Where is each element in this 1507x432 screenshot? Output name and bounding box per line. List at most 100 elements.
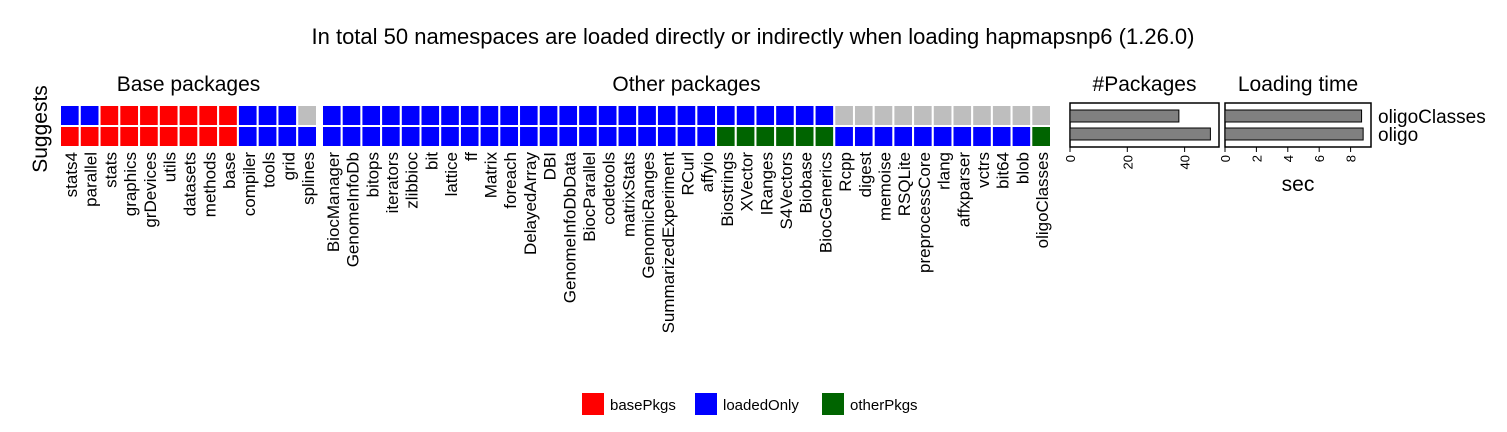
heatmap-cell (518, 125, 540, 148)
heatmap-cell (715, 104, 737, 127)
column-label: DelayedArray (521, 152, 540, 255)
heatmap-cell (296, 125, 319, 148)
heatmap-cell (971, 104, 993, 127)
heatmap-cell (439, 104, 461, 127)
heatmap-cell (675, 104, 698, 127)
row-label: oligoClasses (1378, 107, 1486, 128)
heatmap-cell (399, 104, 422, 127)
heatmap-cell (872, 104, 895, 127)
heatmap-cell (380, 104, 402, 127)
heatmap-cell (118, 104, 141, 127)
column-label: SummarizedExperiment (659, 152, 678, 334)
heatmap-cell (695, 104, 718, 127)
heatmap-cell (321, 125, 343, 148)
heatmap-cell (734, 125, 757, 148)
column-label: IRanges (757, 152, 776, 215)
column-label: GenomeInfoDbData (560, 151, 579, 303)
column-label: bit64 (994, 152, 1013, 189)
heatmap-cell (577, 125, 599, 148)
column-label: base (220, 152, 239, 189)
column-label: XVector (738, 152, 757, 212)
heatmap-cell (419, 104, 442, 127)
heatmap-cell (971, 125, 993, 148)
bar-panel-frame (1224, 102, 1372, 148)
x-tick-label: 0 (1063, 155, 1078, 162)
x-tick-label: 2 (1249, 155, 1264, 162)
heatmap-cell (537, 125, 560, 148)
column-label: Matrix (481, 152, 500, 199)
heatmap-cell (557, 104, 580, 127)
chart-title: In total 50 namespaces are loaded direct… (312, 24, 1195, 49)
heatmap-cell (498, 104, 521, 127)
column-label: S4Vectors (777, 152, 796, 230)
heatmap-cell (321, 104, 343, 127)
column-label: RSQLite (895, 152, 914, 216)
heatmap-cell (276, 104, 299, 127)
heatmap-cell (340, 125, 363, 148)
x-tick-label: 20 (1120, 155, 1135, 169)
heatmap-cell (931, 104, 954, 127)
heatmap-cell (990, 125, 1013, 148)
heatmap-cell (793, 125, 816, 148)
heatmap-cell (177, 125, 200, 148)
x-tick-label: 40 (1178, 155, 1193, 169)
heatmap-cell (774, 125, 796, 148)
heatmap-cell (852, 104, 875, 127)
heatmap-cell (912, 104, 934, 127)
column-label: stats4 (62, 152, 81, 197)
column-label: bitops (363, 152, 382, 197)
column-label: datasets (181, 152, 200, 216)
heatmap-cell (951, 125, 974, 148)
x-axis-label: sec (1282, 173, 1315, 196)
heatmap-cell (118, 125, 141, 148)
heatmap-cell (236, 125, 259, 148)
column-label: digest (856, 152, 875, 198)
heatmap-cell (157, 125, 180, 148)
heatmap-cell (296, 104, 319, 127)
heatmap-cell (813, 125, 836, 148)
column-label: foreach (501, 152, 520, 209)
heatmap-cell (616, 104, 639, 127)
heatmap-cell (399, 125, 422, 148)
column-label: Biostrings (718, 152, 737, 227)
heatmap-cell (833, 104, 855, 127)
column-label: grDevices (141, 152, 160, 228)
heatmap-cell (458, 104, 481, 127)
heatmap-cell (360, 125, 383, 148)
heatmap-cell (419, 125, 442, 148)
heatmap-cell (360, 104, 383, 127)
column-label: memoise (876, 152, 895, 221)
heatmap-cell (793, 104, 816, 127)
heatmap-cell (852, 125, 875, 148)
column-label: graphics (121, 152, 140, 216)
column-label: BiocManager (324, 152, 343, 253)
heatmap-cell (596, 104, 619, 127)
bar-panel-title: Loading time (1238, 73, 1358, 96)
heatmap-cell (655, 125, 678, 148)
column-label: compiler (240, 152, 259, 217)
heatmap-cell (157, 104, 180, 127)
heatmap-cell (754, 104, 777, 127)
heatmap-cell (256, 104, 279, 127)
column-label: iterators (383, 152, 402, 213)
heatmap-cell (1030, 104, 1053, 127)
heatmap-cell (217, 125, 239, 148)
column-label: stats (101, 152, 120, 188)
heatmap-cell (78, 104, 101, 127)
column-label: Biobase (797, 152, 816, 213)
column-label: zlibbioc (403, 152, 422, 209)
column-label: GenomeInfoDb (344, 152, 363, 267)
heatmap-cell (276, 125, 299, 148)
heatmap-cell (59, 104, 81, 127)
y-axis-label: Suggests (29, 85, 52, 173)
column-label: affyio (698, 152, 717, 192)
column-label: Rcpp (836, 152, 855, 192)
legend-swatch (582, 393, 604, 415)
column-label: parallel (82, 152, 101, 207)
heatmap-cell (498, 125, 521, 148)
column-label: vctrs (974, 152, 993, 188)
heatmap-cell (256, 125, 279, 148)
heatmap-cell (931, 125, 954, 148)
heatmap-cell (138, 125, 160, 148)
